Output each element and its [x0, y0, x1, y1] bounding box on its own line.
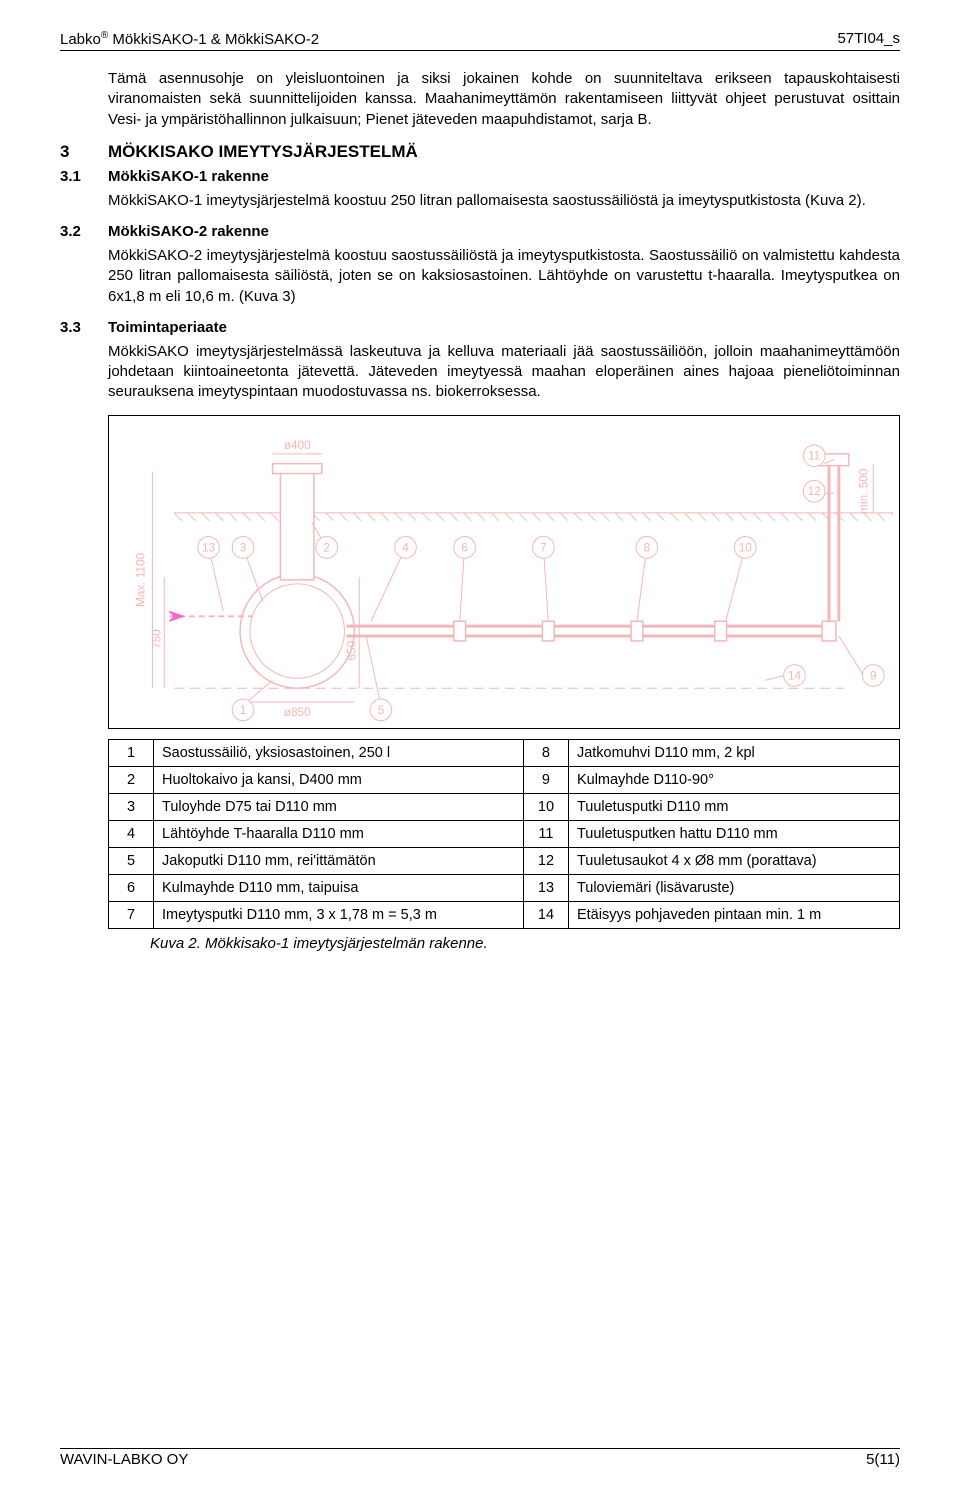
table-cell: 11 — [523, 820, 568, 847]
sec-title: MökkiSAKO-1 rakenne — [108, 168, 269, 185]
table-row: 4Lähtöyhde T-haaralla D110 mm11Tuuletusp… — [109, 820, 900, 847]
table-row: 6Kulmayhde D110 mm, taipuisa13Tuloviemär… — [109, 874, 900, 901]
table-cell: 7 — [109, 901, 154, 928]
table-cell: 8 — [523, 739, 568, 766]
svg-text:13: 13 — [202, 540, 216, 554]
table-cell: 14 — [523, 901, 568, 928]
sec-title: MÖKKISAKO IMEYTYSJÄRJESTELMÄ — [108, 142, 418, 162]
table-cell: 4 — [109, 820, 154, 847]
sec-num: 3.2 — [60, 223, 108, 240]
table-row: 3Tuloyhde D75 tai D110 mm10Tuuletusputki… — [109, 793, 900, 820]
section-3-3: 3.3 Toimintaperiaate MökkiSAKO imeytysjä… — [60, 319, 900, 403]
table-cell: 13 — [523, 874, 568, 901]
footer-left: WAVIN-LABKO OY — [60, 1451, 188, 1468]
svg-text:4: 4 — [402, 540, 409, 554]
table-cell: Etäisyys pohjaveden pintaan min. 1 m — [568, 901, 899, 928]
svg-text:7: 7 — [540, 540, 547, 554]
diagram-caption: Kuva 2. Mökkisako-1 imeytysjärjestelmän … — [150, 935, 900, 952]
table-row: 2Huoltokaivo ja kansi, D400 mm9Kulmayhde… — [109, 766, 900, 793]
table-cell: Kulmayhde D110-90° — [568, 766, 899, 793]
svg-text:12: 12 — [808, 484, 821, 498]
svg-text:650: 650 — [344, 640, 358, 660]
sec-title: MökkiSAKO-2 rakenne — [108, 223, 269, 240]
table-cell: 9 — [523, 766, 568, 793]
section-3-2: 3.2 MökkiSAKO-2 rakenne MökkiSAKO-2 imey… — [60, 223, 900, 307]
table-cell: Kulmayhde D110 mm, taipuisa — [154, 874, 524, 901]
svg-text:750: 750 — [149, 628, 163, 648]
header-prefix: Labko — [60, 31, 101, 48]
header-rest: MökkiSAKO-1 & MökkiSAKO-2 — [108, 31, 319, 48]
table-cell: Saostussäiliö, yksiosastoinen, 250 l — [154, 739, 524, 766]
svg-text:2: 2 — [323, 540, 330, 554]
header-right: 57TI04_s — [837, 30, 900, 48]
para: MökkiSAKO-2 imeytysjärjestelmä koostuu s… — [108, 246, 900, 307]
table-cell: Tuuletusaukot 4 x Ø8 mm (porattava) — [568, 847, 899, 874]
table-row: 5Jakoputki D110 mm, rei'ittämätön12Tuule… — [109, 847, 900, 874]
svg-text:14: 14 — [788, 668, 802, 682]
table-cell: Imeytysputki D110 mm, 3 x 1,78 m = 5,3 m — [154, 901, 524, 928]
table-cell: Tuloyhde D75 tai D110 mm — [154, 793, 524, 820]
parts-table: 1Saostussäiliö, yksiosastoinen, 250 l8Ja… — [108, 739, 900, 929]
svg-text:Max. 1100: Max. 1100 — [134, 552, 148, 607]
para: MökkiSAKO imeytysjärjestelmässä laskeutu… — [108, 342, 900, 403]
table-cell: Tuuletusputki D110 mm — [568, 793, 899, 820]
svg-text:ø850: ø850 — [284, 704, 311, 718]
intro-para: Tämä asennusohje on yleisluontoinen ja s… — [108, 69, 900, 130]
svg-text:10: 10 — [739, 540, 753, 554]
table-cell: Jakoputki D110 mm, rei'ittämätön — [154, 847, 524, 874]
table-cell: Lähtöyhde T-haaralla D110 mm — [154, 820, 524, 847]
table-cell: 10 — [523, 793, 568, 820]
table-row: 7Imeytysputki D110 mm, 3 x 1,78 m = 5,3 … — [109, 901, 900, 928]
section-3-1: 3.1 MökkiSAKO-1 rakenne MökkiSAKO-1 imey… — [60, 168, 900, 211]
svg-text:1: 1 — [240, 702, 247, 716]
svg-text:6: 6 — [461, 540, 468, 554]
table-cell: 12 — [523, 847, 568, 874]
table-cell: 2 — [109, 766, 154, 793]
svg-text:9: 9 — [870, 668, 877, 682]
sec-num: 3.3 — [60, 319, 108, 336]
svg-text:3: 3 — [240, 540, 247, 554]
svg-text:8: 8 — [644, 540, 651, 554]
table-cell: Tuloviemäri (lisävaruste) — [568, 874, 899, 901]
table-cell: 6 — [109, 874, 154, 901]
sec-num: 3.1 — [60, 168, 108, 185]
table-row: 1Saostussäiliö, yksiosastoinen, 250 l8Ja… — [109, 739, 900, 766]
table-cell: Tuuletusputken hattu D110 mm — [568, 820, 899, 847]
sec-num: 3 — [60, 142, 108, 162]
table-cell: Huoltokaivo ja kansi, D400 mm — [154, 766, 524, 793]
header-left: Labko® MökkiSAKO-1 & MökkiSAKO-2 — [60, 30, 319, 48]
table-cell: Jatkomuhvi D110 mm, 2 kpl — [568, 739, 899, 766]
svg-text:11: 11 — [808, 448, 820, 462]
svg-text:min. 500: min. 500 — [856, 468, 870, 514]
table-cell: 3 — [109, 793, 154, 820]
diagram: ø400Max. 1100750650ø850min. 500123456789… — [108, 415, 900, 729]
section-3: 3 MÖKKISAKO IMEYTYSJÄRJESTELMÄ — [60, 142, 900, 162]
svg-text:ø400: ø400 — [284, 437, 311, 451]
para: MökkiSAKO-1 imeytysjärjestelmä koostuu 2… — [108, 191, 900, 211]
table-cell: 5 — [109, 847, 154, 874]
body: Tämä asennusohje on yleisluontoinen ja s… — [60, 69, 900, 952]
page-footer: WAVIN-LABKO OY 5(11) — [60, 1448, 900, 1468]
page-header: Labko® MökkiSAKO-1 & MökkiSAKO-2 57TI04_… — [60, 30, 900, 51]
sec-title: Toimintaperiaate — [108, 319, 227, 336]
footer-right: 5(11) — [866, 1451, 900, 1468]
svg-text:5: 5 — [378, 702, 385, 716]
table-cell: 1 — [109, 739, 154, 766]
